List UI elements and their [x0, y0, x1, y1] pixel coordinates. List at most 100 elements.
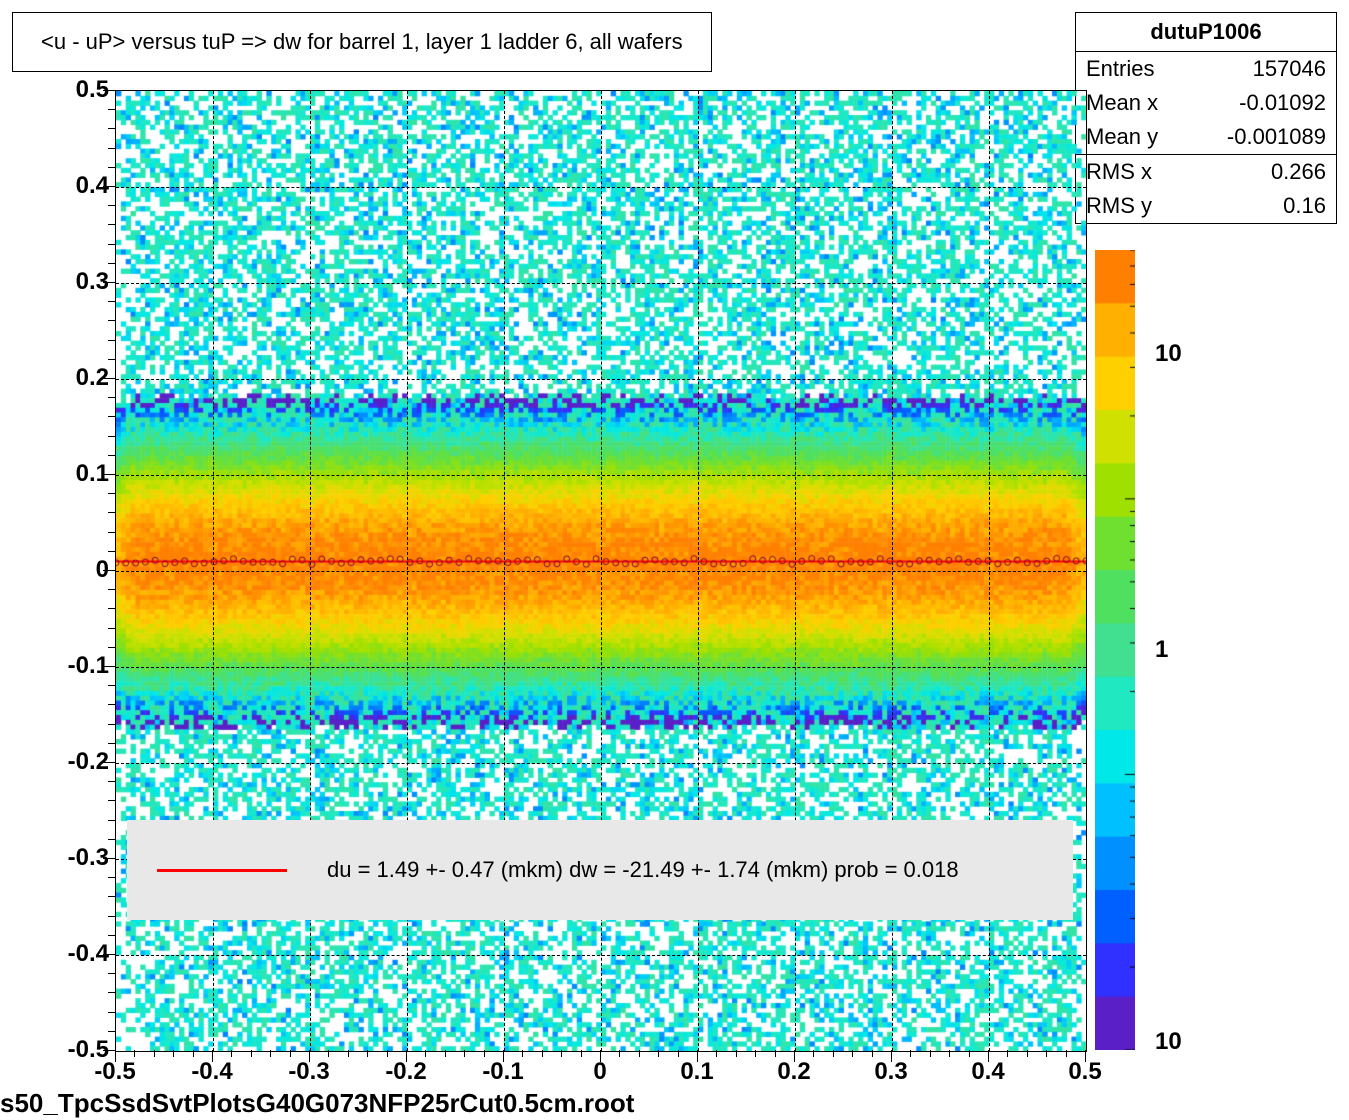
x-tick-label: 0.3 — [861, 1058, 921, 1086]
fit-legend-box: du = 1.49 +- 0.47 (mkm) dw = -21.49 +- 1… — [127, 820, 1073, 920]
x-minor-tick — [775, 1050, 776, 1057]
grid-line-horizontal — [116, 955, 1086, 956]
y-minor-tick — [108, 551, 115, 552]
stats-row-entries: Entries 157046 — [1076, 52, 1336, 86]
grid-line-horizontal — [116, 379, 1086, 380]
y-minor-tick — [108, 397, 115, 398]
y-minor-tick — [108, 512, 115, 513]
stats-label: RMS x — [1086, 159, 1152, 185]
y-minor-tick — [108, 1012, 115, 1013]
x-tick-label: -0.2 — [376, 1058, 436, 1086]
plot-title-box: <u - uP> versus tuP => dw for barrel 1, … — [12, 12, 712, 72]
y-minor-tick — [108, 647, 115, 648]
y-tick — [103, 186, 115, 187]
y-minor-tick — [108, 301, 115, 302]
x-minor-tick — [484, 1050, 485, 1057]
y-minor-tick — [108, 493, 115, 494]
x-tick-label: 0.4 — [958, 1058, 1018, 1086]
y-tick — [103, 570, 115, 571]
colorbar-tick-label: 1 — [1155, 636, 1168, 664]
y-minor-tick — [108, 416, 115, 417]
y-minor-tick — [108, 244, 115, 245]
x-minor-tick — [910, 1050, 911, 1057]
x-tick-label: -0.4 — [182, 1058, 242, 1086]
y-tick — [103, 954, 115, 955]
stats-box: dutuP1006 Entries 157046 Mean x -0.01092… — [1075, 12, 1337, 224]
x-minor-tick — [1027, 1050, 1028, 1057]
y-tick — [103, 666, 115, 667]
grid-line-horizontal — [116, 187, 1086, 188]
y-minor-tick — [108, 820, 115, 821]
plot-title: <u - uP> versus tuP => dw for barrel 1, … — [41, 29, 683, 54]
x-minor-tick — [290, 1050, 291, 1057]
y-minor-tick — [108, 628, 115, 629]
y-minor-tick — [108, 608, 115, 609]
y-tick-label: -0.5 — [29, 1036, 109, 1064]
colorbar-tick-label: 10 — [1155, 340, 1182, 368]
y-tick-label: 0 — [29, 556, 109, 584]
x-minor-tick — [193, 1050, 194, 1057]
x-minor-tick — [755, 1050, 756, 1057]
x-minor-tick — [833, 1050, 834, 1057]
y-minor-tick — [108, 800, 115, 801]
y-minor-tick — [108, 685, 115, 686]
y-tick-label: -0.4 — [29, 940, 109, 968]
grid-line-horizontal — [116, 667, 1086, 668]
stats-value: -0.01092 — [1239, 90, 1326, 116]
y-tick-label: -0.1 — [29, 652, 109, 680]
x-minor-tick — [251, 1050, 252, 1057]
y-tick-label: 0.3 — [29, 268, 109, 296]
y-minor-tick — [108, 839, 115, 840]
x-minor-tick — [658, 1050, 659, 1057]
grid-line-horizontal — [116, 283, 1086, 284]
x-minor-tick — [231, 1050, 232, 1057]
y-minor-tick — [108, 992, 115, 993]
y-tick — [103, 474, 115, 475]
y-minor-tick — [108, 340, 115, 341]
x-minor-tick — [619, 1050, 620, 1057]
y-minor-tick — [108, 916, 115, 917]
x-minor-tick — [348, 1050, 349, 1057]
y-minor-tick — [108, 148, 115, 149]
x-minor-tick — [328, 1050, 329, 1057]
x-tick-label: 0.2 — [764, 1058, 824, 1086]
x-minor-tick — [736, 1050, 737, 1057]
stats-row-rmsx: RMS x 0.266 — [1076, 155, 1336, 189]
x-tick — [600, 1050, 601, 1062]
x-tick-label: 0 — [570, 1058, 630, 1086]
stats-value: 0.266 — [1271, 159, 1326, 185]
y-minor-tick — [108, 224, 115, 225]
y-tick-label: 0.5 — [29, 76, 109, 104]
y-minor-tick — [108, 704, 115, 705]
x-minor-tick — [639, 1050, 640, 1057]
y-tick — [103, 90, 115, 91]
y-tick — [103, 858, 115, 859]
x-minor-tick — [270, 1050, 271, 1057]
x-minor-tick — [561, 1050, 562, 1057]
x-tick-label: 0.1 — [667, 1058, 727, 1086]
stats-name: dutuP1006 — [1076, 13, 1336, 52]
x-minor-tick — [387, 1050, 388, 1057]
stats-label: RMS y — [1086, 193, 1152, 219]
fit-line-sample — [157, 869, 287, 872]
stats-row-rmsy: RMS y 0.16 — [1076, 189, 1336, 223]
x-minor-tick — [813, 1050, 814, 1057]
x-minor-tick — [1046, 1050, 1047, 1057]
x-tick — [503, 1050, 504, 1062]
x-tick — [309, 1050, 310, 1062]
y-minor-tick — [108, 877, 115, 878]
x-tick-label: -0.1 — [473, 1058, 533, 1086]
stats-row-meanx: Mean x -0.01092 — [1076, 86, 1336, 120]
y-minor-tick — [108, 724, 115, 725]
x-minor-tick — [542, 1050, 543, 1057]
x-minor-tick — [154, 1050, 155, 1057]
y-tick-label: 0.4 — [29, 172, 109, 200]
grid-line-horizontal — [116, 571, 1086, 572]
stats-value: 157046 — [1253, 56, 1326, 82]
x-minor-tick — [1007, 1050, 1008, 1057]
x-minor-tick — [1066, 1050, 1067, 1057]
y-minor-tick — [108, 781, 115, 782]
x-minor-tick — [522, 1050, 523, 1057]
x-minor-tick — [872, 1050, 873, 1057]
stats-value: -0.001089 — [1227, 124, 1326, 150]
